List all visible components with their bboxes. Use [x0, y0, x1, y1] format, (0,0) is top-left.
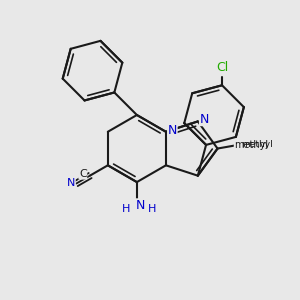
Text: methyl: methyl — [234, 140, 268, 150]
Text: C: C — [79, 169, 87, 179]
Text: N: N — [67, 178, 75, 188]
Text: N: N — [200, 112, 209, 126]
Text: Cl: Cl — [216, 61, 228, 74]
Text: methyl: methyl — [242, 140, 273, 149]
Text: H: H — [148, 204, 156, 214]
Text: N: N — [136, 199, 145, 212]
Text: N: N — [168, 124, 177, 137]
Text: H: H — [122, 204, 130, 214]
